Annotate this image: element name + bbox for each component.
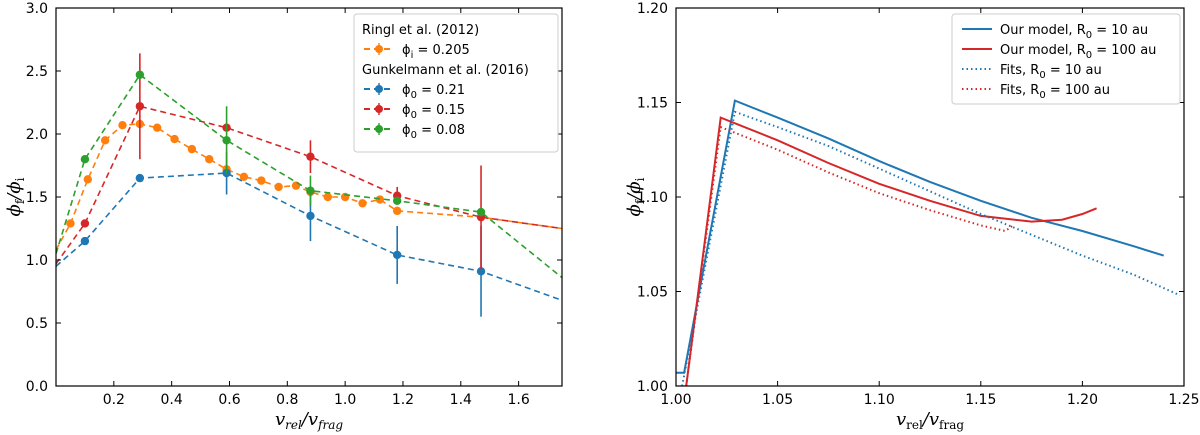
- right-xtick-label: 1.15: [965, 392, 996, 408]
- left-data-point: [135, 102, 145, 111]
- left-legend-label: ϕ0 = 0.15: [402, 103, 465, 121]
- left-data-point: [100, 136, 110, 145]
- left-data-point: [476, 207, 486, 217]
- left-data-point: [153, 123, 162, 132]
- left-legend-label: ϕi = 0.205: [402, 43, 470, 61]
- left-data-point: [306, 211, 315, 221]
- left-ytick-label: 2.0: [26, 127, 48, 143]
- left-legend-title: Ringl et al. (2012): [362, 23, 479, 38]
- right-xtick-label: 1.20: [1067, 392, 1098, 408]
- left-series-line-3: [56, 73, 562, 279]
- left-data-point: [392, 196, 402, 205]
- left-legend: Ringl et al. (2012) ϕi = 0.205 Gunkelmann …: [353, 13, 559, 153]
- left-data-point: [358, 199, 367, 208]
- left-xtick-label: 1.2: [392, 392, 414, 408]
- left-ytick-label: 2.5: [26, 64, 48, 80]
- left-data-point: [257, 176, 266, 185]
- right-legend-label: Our model, R0 = 10 au: [1000, 23, 1148, 41]
- left-ytick-label: 0.5: [26, 316, 48, 332]
- left-x-axis-label: vrel/vfrag: [275, 409, 343, 432]
- left-series-line-0: [56, 123, 562, 251]
- right-plot-area: [676, 99, 1181, 386]
- left-data-point: [80, 219, 90, 228]
- left-data-point: [323, 192, 332, 202]
- right-series-group: [676, 99, 1181, 386]
- left-data-point: [392, 250, 402, 260]
- right-ytick-label: 1.20: [637, 1, 668, 17]
- left-xtick-label: 1.0: [334, 392, 356, 408]
- right-ytick-label: 1.15: [637, 96, 668, 112]
- left-ytick-label: 3.0: [26, 1, 48, 17]
- right-xtick-label: 1.25: [1168, 392, 1199, 408]
- left-xtick-label: 0.6: [218, 392, 240, 408]
- right-xtick-label: 1.00: [660, 392, 691, 408]
- left-data-point: [222, 136, 231, 145]
- right-x-axis-label: vrel/vfrag: [896, 409, 964, 432]
- left-data-point: [375, 195, 385, 204]
- left-data-point: [476, 267, 486, 276]
- right-legend-label: Our model, R0 = 100 au: [1000, 43, 1156, 61]
- left-plot-area: [56, 53, 562, 317]
- right-legend-box: [951, 13, 1181, 105]
- left-xtick-label: 1.6: [507, 392, 529, 408]
- left-series-line-1: [56, 172, 562, 302]
- right-series-line-1: [685, 116, 1097, 386]
- left-data-point: [118, 120, 127, 130]
- left-xtick-label: 0.4: [161, 392, 183, 408]
- left-data-point: [187, 144, 197, 154]
- left-xtick-label: 0.8: [276, 392, 298, 408]
- right-ticks: 1.00 1.05 1.10 1.15 1.20 1.25 1.00 1.05 1.10 1.15…: [637, 1, 1200, 408]
- left-data-point: [274, 182, 283, 192]
- left-data-point: [306, 186, 315, 195]
- left-legend-title: Gunkelmann et al. (2016): [362, 63, 529, 78]
- left-ytick-label: 1.0: [26, 253, 48, 269]
- right-xtick-label: 1.10: [864, 392, 895, 408]
- left-ytick-label: 1.5: [26, 190, 48, 206]
- left-data-point: [205, 155, 214, 164]
- right-ytick-label: 1.05: [637, 285, 668, 301]
- left-data-point: [170, 134, 179, 144]
- right-chart: 1.00 1.05 1.10 1.15 1.20 1.25 1.00 1.05 1.10 1.15…: [624, 1, 1200, 432]
- right-ytick-label: 1.00: [637, 379, 668, 395]
- right-y-axis-label: ϕf/ϕi: [624, 177, 647, 216]
- right-series-line-3: [685, 125, 1014, 386]
- left-data-point: [239, 172, 249, 182]
- left-data-point: [80, 236, 90, 246]
- left-data-point: [66, 219, 75, 228]
- left-legend-label: ϕ0 = 0.08: [402, 123, 465, 141]
- left-data-point: [80, 155, 90, 164]
- right-legend-label: Fits, R0 = 100 au: [1000, 83, 1110, 101]
- right-series-line-0: [676, 99, 1164, 374]
- left-xtick-label: 1.4: [450, 392, 472, 408]
- left-ytick-label: 0.0: [26, 379, 48, 395]
- left-data-point: [306, 152, 315, 161]
- left-data-point: [83, 175, 93, 184]
- left-data-point: [135, 173, 145, 183]
- right-legend-label: Fits, R0 = 10 au: [1000, 63, 1102, 81]
- right-xtick-label: 1.05: [762, 392, 793, 408]
- left-xtick-label: 0.2: [103, 392, 125, 408]
- left-legend-label: ϕ0 = 0.21: [402, 83, 465, 101]
- left-series-line-2: [56, 105, 562, 265]
- left-data-point: [135, 70, 145, 79]
- right-ytick-label: 1.10: [637, 190, 668, 206]
- right-series-line-2: [681, 110, 1181, 386]
- left-legend-box: [353, 13, 559, 153]
- left-data-point: [392, 206, 402, 216]
- left-series-group: [56, 53, 562, 317]
- left-chart: 0.2 0.4 0.6 0.8 1.0 1.2 1.4 1.6 0.0 0.5 1.0 1.5 2.0 2…: [4, 1, 563, 432]
- left-data-point: [291, 181, 301, 190]
- right-legend: Our model, R0 = 10 au Our model, R0 = 100…: [951, 13, 1181, 105]
- left-y-axis-label: ϕf/ϕi: [4, 177, 27, 216]
